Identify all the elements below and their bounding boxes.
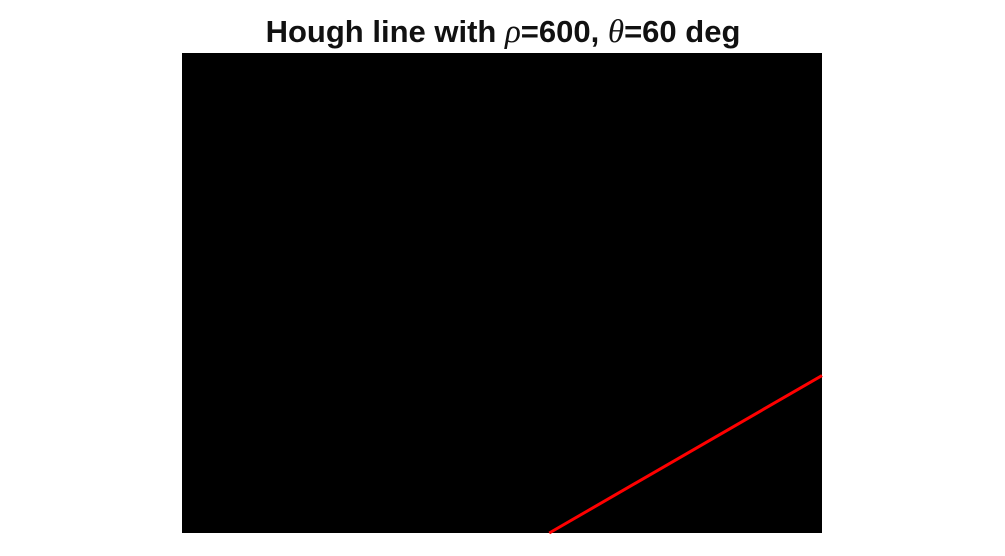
image-axes [182, 53, 822, 533]
black-image [182, 53, 822, 533]
title-rho-symbol: ρ [504, 14, 521, 50]
chart-title: Hough line with ρ=600, θ=60 deg [266, 14, 741, 50]
title-rho-value: =600, [521, 14, 608, 49]
title-theta-symbol: θ [608, 14, 624, 50]
title-prefix: Hough line with [266, 14, 505, 49]
title-theta-value: =60 deg [624, 14, 740, 49]
